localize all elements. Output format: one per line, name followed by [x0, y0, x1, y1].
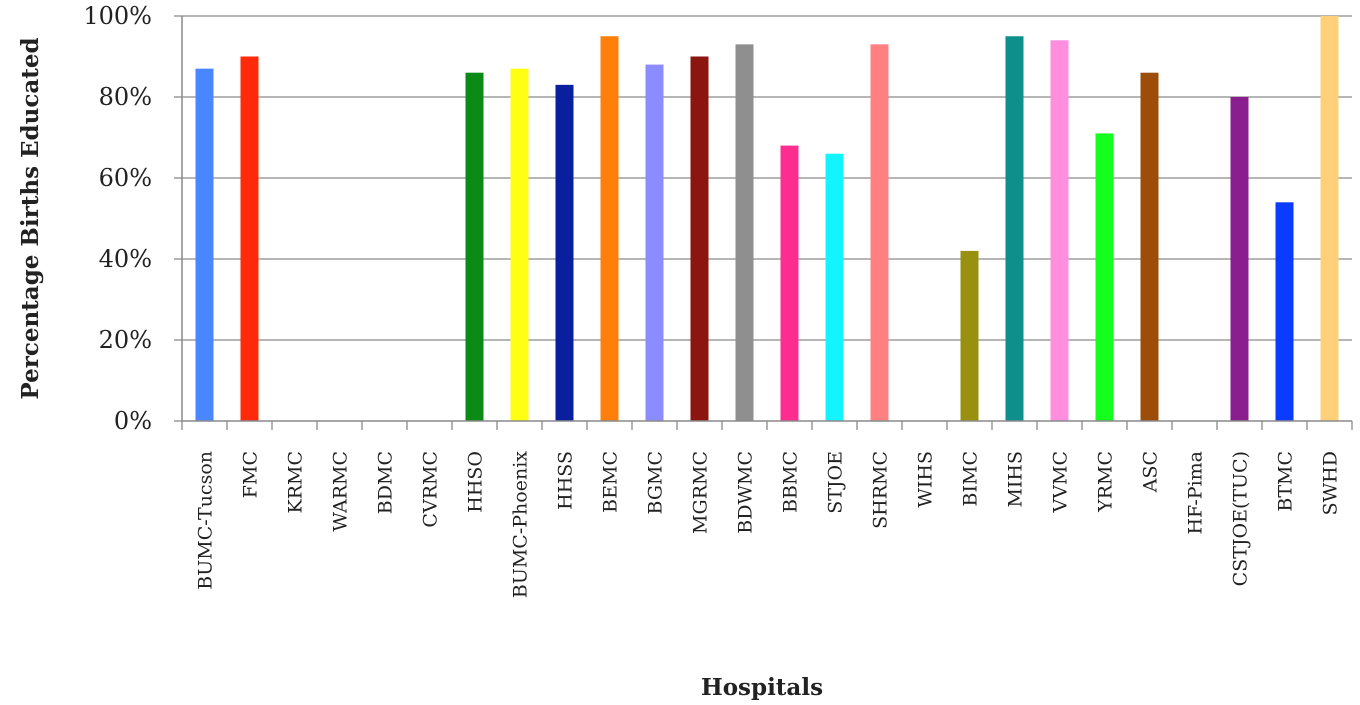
- x-tick-label: BDWMC: [735, 451, 757, 534]
- bar-hhss: [555, 84, 574, 421]
- x-tick-label: BUMC-Tucson: [195, 451, 217, 590]
- y-tick-label: 100%: [83, 2, 152, 30]
- x-tick-label: KRMC: [285, 451, 307, 514]
- x-tick-label: BTMC: [1275, 451, 1297, 512]
- y-axis-title: Percentage Births Educated: [17, 37, 44, 399]
- x-tick-label: YRMC: [1095, 451, 1117, 513]
- gridlines: [174, 15, 1352, 422]
- y-tick-label: 60%: [99, 164, 152, 192]
- x-tick-label: SWHD: [1320, 451, 1342, 515]
- bar-hhso: [465, 72, 484, 421]
- x-tick-labels: BUMC-Tucson FMC KRMC WARMC BDMC CVRMC HHSO BUMC…: [195, 451, 1342, 598]
- bar-bumc-tucson: [195, 68, 214, 422]
- bars: [195, 16, 1339, 422]
- bar-btmc: [1275, 202, 1294, 421]
- bar-bimc: [960, 250, 979, 421]
- x-tick-label: BEMC: [600, 451, 622, 513]
- x-tick-label: HHSO: [465, 451, 487, 513]
- bar-bbmc: [780, 145, 799, 421]
- bar-vvmc: [1050, 40, 1069, 422]
- x-tick-label: ASC: [1140, 451, 1162, 493]
- bar-stjoe: [825, 153, 844, 421]
- x-tick-label: BDMC: [375, 451, 397, 514]
- bar-bdwmc: [735, 44, 754, 421]
- bar-fmc: [240, 56, 259, 421]
- bar-bumc-phoenix: [510, 68, 529, 422]
- x-tick-label: WARMC: [330, 451, 352, 532]
- x-tick-label: BUMC-Phoenix: [510, 451, 532, 598]
- y-tick-label: 40%: [99, 245, 152, 273]
- bar-bemc: [600, 36, 619, 421]
- x-tick-label: CSTJOE(TUC): [1230, 451, 1252, 586]
- bar-swhd: [1320, 16, 1339, 421]
- x-tick-label: BGMC: [645, 451, 667, 515]
- y-tick-label: 80%: [99, 83, 152, 111]
- x-axis-title: Hospitals: [701, 674, 823, 701]
- x-tick-label: BIMC: [960, 451, 982, 506]
- x-tick-label: VVMC: [1050, 451, 1072, 513]
- bar-mgrmc: [690, 56, 709, 421]
- x-tick-label: MGRMC: [690, 451, 712, 534]
- x-tick-label: CVRMC: [420, 451, 442, 528]
- y-tick-label: 0%: [114, 407, 152, 435]
- x-tick-label: HHSS: [555, 451, 577, 510]
- x-tick-label: SHRMC: [870, 451, 892, 529]
- y-tick-label: 20%: [99, 326, 152, 354]
- x-tick-label: BBMC: [780, 451, 802, 513]
- bar-mihs: [1005, 36, 1024, 421]
- y-tick-labels: 0% 20% 40% 60% 80% 100%: [83, 2, 152, 435]
- bar-bgmc: [645, 64, 664, 421]
- bar-yrmc: [1095, 133, 1114, 421]
- x-tick-label: FMC: [240, 451, 262, 498]
- bar-cstjoe-tuc-: [1230, 97, 1249, 421]
- bar-asc: [1140, 72, 1159, 421]
- axes: [181, 16, 1353, 430]
- bar-shrmc: [870, 44, 889, 421]
- x-tick-label: HF-Pima: [1185, 451, 1207, 535]
- x-tick-label: MIHS: [1005, 451, 1027, 508]
- x-tick-label: STJOE: [825, 451, 847, 514]
- x-tick-label: WIHS: [915, 451, 937, 508]
